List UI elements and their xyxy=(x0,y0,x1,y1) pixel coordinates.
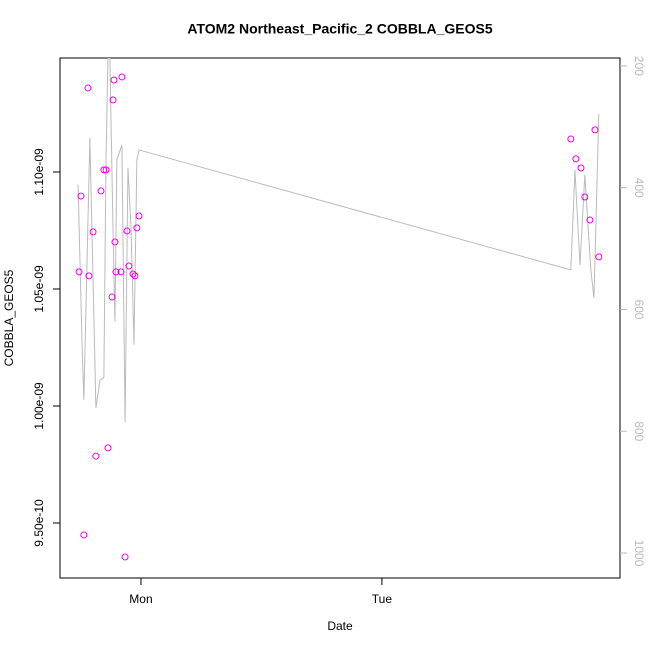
y2-tick-label: 800 xyxy=(632,421,646,441)
data-point xyxy=(133,224,141,232)
data-point xyxy=(118,73,126,81)
data-point xyxy=(567,135,575,143)
data-point xyxy=(135,212,143,220)
y2-tick-label: 200 xyxy=(632,56,646,76)
data-point xyxy=(577,164,585,172)
data-point xyxy=(92,452,100,460)
data-point xyxy=(75,268,83,276)
data-point xyxy=(117,268,125,276)
data-point xyxy=(80,531,88,539)
data-point xyxy=(131,272,139,280)
data-point xyxy=(112,268,120,276)
data-line xyxy=(77,58,600,423)
y-axis-label: COBBLA_GEOS5 xyxy=(2,269,16,366)
data-point xyxy=(125,262,133,270)
chart-title: ATOM2 Northeast_Pacific_2 COBBLA_GEOS5 xyxy=(187,21,492,37)
data-point xyxy=(89,228,97,236)
data-point xyxy=(109,96,117,104)
y2-tick-label: 1000 xyxy=(632,540,646,567)
data-point xyxy=(85,272,93,280)
y2-tick-label: 400 xyxy=(632,178,646,198)
plot-area xyxy=(75,58,603,561)
x-tick-label: Mon xyxy=(129,592,152,606)
data-point xyxy=(100,166,108,174)
data-point xyxy=(595,253,603,261)
y-tick-label: 1.05e-09 xyxy=(32,265,46,313)
data-point xyxy=(104,444,112,452)
data-point xyxy=(77,192,85,200)
y-tick-label: 1.10e-09 xyxy=(32,148,46,196)
data-point xyxy=(121,553,129,561)
data-point xyxy=(591,126,599,134)
data-point xyxy=(84,84,92,92)
data-point xyxy=(102,166,110,174)
data-point xyxy=(572,155,580,163)
data-point xyxy=(97,187,105,195)
data-point xyxy=(586,216,594,224)
data-point xyxy=(110,76,118,84)
data-point xyxy=(111,238,119,246)
data-point xyxy=(108,293,116,301)
data-point xyxy=(581,193,589,201)
y2-tick-label: 600 xyxy=(632,299,646,319)
data-point xyxy=(129,270,137,278)
x-tick-label: Tue xyxy=(372,592,393,606)
data-point xyxy=(123,227,131,235)
y-tick-label: 1.00e-09 xyxy=(32,382,46,430)
x-axis-label: Date xyxy=(327,619,353,633)
y-tick-label: 9.50e-10 xyxy=(32,499,46,547)
plot-frame xyxy=(59,57,621,579)
